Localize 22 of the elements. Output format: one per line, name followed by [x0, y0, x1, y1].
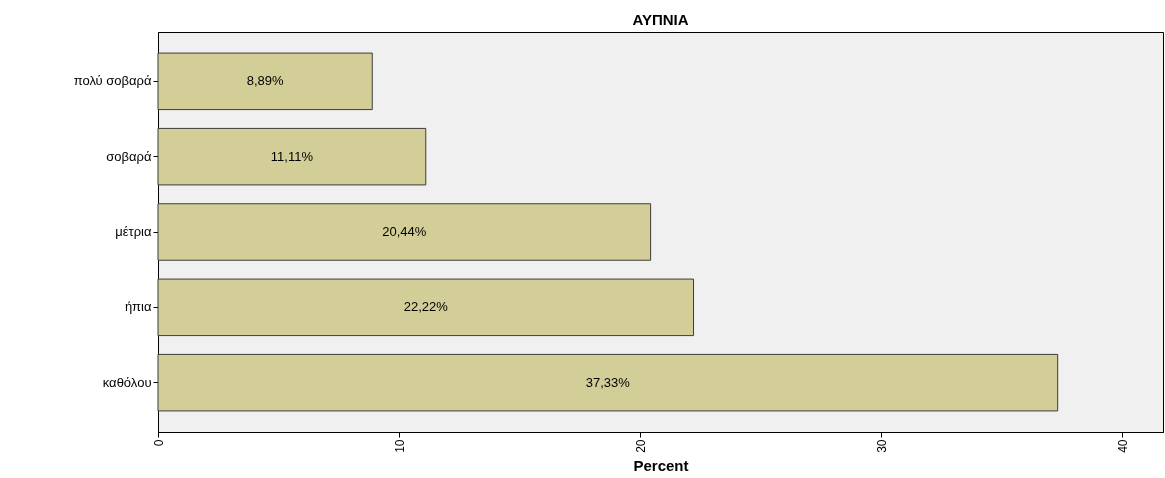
y-tick-label: καθόλου	[102, 374, 152, 390]
x-tick-label: 30	[874, 439, 889, 453]
chart-title: ΑΥΠΝΙΑ	[632, 11, 689, 28]
data-label: 37,33%	[585, 374, 631, 390]
x-tick-label: 20	[633, 439, 648, 453]
y-tick-label: πολύ σοβαρά	[73, 73, 152, 89]
data-label: 22,22%	[403, 299, 449, 315]
y-tick-label: σοβαρά	[106, 148, 152, 164]
x-axis-title: Percent	[633, 456, 689, 474]
bar	[157, 203, 652, 261]
x-tick-label: 40	[1115, 439, 1130, 453]
data-label: 8,89%	[246, 73, 284, 89]
x-tick-label: 10	[392, 439, 407, 453]
x-tick-label: 0	[151, 439, 166, 447]
bar	[157, 278, 695, 337]
data-label: 11,11%	[270, 148, 314, 164]
y-tick-label: μέτρια	[115, 224, 152, 239]
bar	[157, 353, 1059, 412]
data-label: 20,44%	[382, 224, 427, 239]
bar	[157, 127, 427, 186]
y-tick-label: ήπια	[124, 299, 152, 315]
bar	[157, 52, 373, 111]
